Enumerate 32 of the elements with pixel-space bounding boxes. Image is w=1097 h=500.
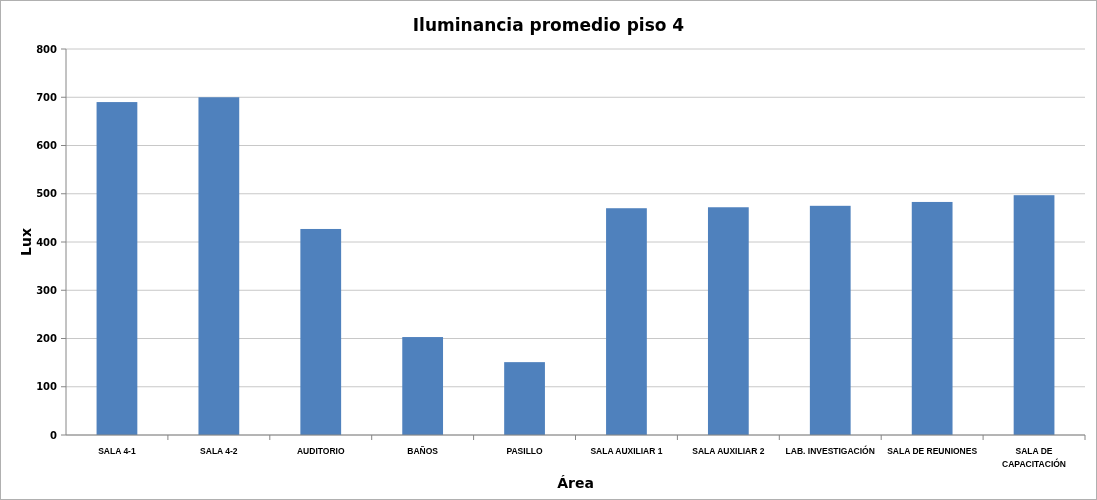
bar: [809, 205, 851, 435]
x-tick-label: SALA AUXILIAR 2: [692, 446, 765, 456]
y-axis-title: Lux: [18, 228, 34, 256]
bar: [707, 207, 749, 435]
y-tick-label: 400: [36, 236, 58, 248]
y-tick-label: 500: [36, 188, 58, 200]
y-tick-label: 300: [36, 284, 58, 296]
y-tick-label: 600: [36, 140, 58, 151]
bar: [911, 201, 953, 435]
x-tick-label: SALA 4-1: [98, 446, 136, 456]
x-tick-label: AUDITORIO: [296, 446, 345, 456]
x-tick-label: SALA AUXILIAR 1: [590, 446, 663, 456]
bar: [504, 362, 545, 435]
x-tick-label: LAB. INVESTIGACIÓN: [785, 445, 875, 456]
y-tick-label: 0: [50, 429, 58, 441]
x-tick-label: PASILLO: [506, 446, 544, 456]
y-tick-label: 100: [36, 381, 58, 393]
x-tick-label: BAÑOS: [407, 446, 439, 456]
chart-title: Iluminancia promedio piso 4: [412, 15, 685, 35]
x-axis-title: Área: [557, 475, 594, 491]
bar: [402, 337, 444, 435]
bar: [96, 102, 138, 435]
x-tick-label: SALA DE REUNIONES: [887, 446, 978, 456]
y-tick-label: 800: [36, 43, 58, 55]
x-tick-label: SALA 4-2: [200, 446, 238, 456]
bar: [1013, 195, 1055, 435]
y-tick-label: 700: [36, 91, 58, 103]
y-tick-label: 200: [36, 333, 58, 344]
bar: [198, 97, 240, 435]
bar: [300, 228, 342, 435]
bar: [606, 208, 647, 435]
x-tick-label: SALA DE CAPACITACIÓN: [1002, 446, 1066, 469]
